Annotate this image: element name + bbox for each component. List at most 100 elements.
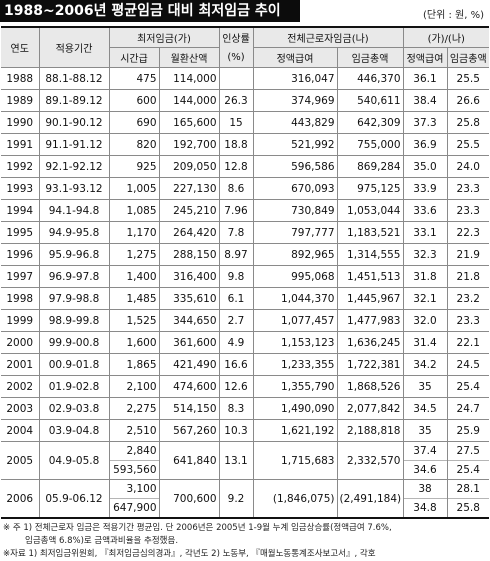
header-regular-pay: 정액급여 bbox=[252, 47, 337, 68]
cell-total-pay: 446,370 bbox=[336, 67, 403, 90]
cell-monthly: 514,150 bbox=[158, 397, 219, 420]
cell-ratio-total: 25.9 bbox=[446, 419, 489, 442]
cell-hourly-b: 647,900 bbox=[113, 502, 157, 514]
cell-year: 1988 bbox=[1, 67, 39, 90]
cell-ratio-regular: 32.3 bbox=[402, 243, 447, 266]
cell-hourly-a: 3,100 bbox=[110, 480, 159, 499]
cell-year: 2004 bbox=[1, 419, 39, 442]
cell-period: 88.1-88.12 bbox=[38, 67, 109, 90]
table-row: 1995 94.9-95.8 1,170 264,420 7.8 797,777 1,183… bbox=[1, 221, 489, 244]
cell-monthly: 192,700 bbox=[158, 133, 219, 156]
cell-ratio-regular: 34.5 bbox=[402, 397, 447, 420]
cell-raise: 15 bbox=[218, 111, 253, 134]
cell-monthly: 288,150 bbox=[158, 243, 219, 266]
cell-raise: 4.9 bbox=[218, 331, 253, 354]
cell-monthly: 264,420 bbox=[158, 221, 219, 244]
cell-raise: 26.3 bbox=[218, 89, 253, 112]
cell-period: 93.1-93.12 bbox=[38, 177, 109, 200]
cell-ratio-regular-b: 34.6 bbox=[413, 464, 437, 476]
cell-monthly: 474,600 bbox=[158, 375, 219, 398]
cell-ratio-total: 26.6 bbox=[446, 89, 489, 112]
cell-raise: 18.8 bbox=[218, 133, 253, 156]
cell-hourly: 1,400 bbox=[108, 265, 159, 288]
table-row: 1990 90.1-90.12 690 165,600 15 443,829 642,309… bbox=[1, 111, 489, 134]
cell-raise: 6.1 bbox=[218, 287, 253, 310]
cell-hourly: 1,525 bbox=[108, 309, 159, 332]
cell-year: 1996 bbox=[1, 243, 39, 266]
cell-total-pay: 869,284 bbox=[336, 155, 403, 178]
cell-ratio-regular: 38.4 bbox=[402, 89, 447, 112]
wage-table: 연도 적용기간 최저임금(가) 인상률 전체근로자임금(나) (가)/(나) 시… bbox=[1, 26, 489, 519]
header-ratio-total: 임금총액 bbox=[446, 47, 489, 68]
cell-total-pay: 755,000 bbox=[336, 133, 403, 156]
cell-ratio-total: 22.3 bbox=[446, 221, 489, 244]
header-monthly: 월환산액 bbox=[158, 47, 219, 68]
cell-ratio-total: 23.2 bbox=[446, 287, 489, 310]
cell-hourly-b: 593,560 bbox=[113, 464, 157, 476]
cell-hourly: 1,485 bbox=[108, 287, 159, 310]
header-min-wage: 최저임금(가) bbox=[108, 26, 219, 48]
cell-hourly: 690 bbox=[108, 111, 159, 134]
cell-regular-pay: 1,233,355 bbox=[252, 353, 337, 376]
cell-raise: 16.6 bbox=[218, 353, 253, 376]
cell-raise: 9.2 bbox=[218, 479, 253, 519]
table-row: 2004 03.9-04.8 2,510 567,260 10.3 1,621,192 2,… bbox=[1, 419, 489, 442]
cell-period: 02.9-03.8 bbox=[38, 397, 109, 420]
cell-regular-pay: 1,355,790 bbox=[252, 375, 337, 398]
cell-raise: 13.1 bbox=[218, 441, 253, 480]
cell-ratio-total: 27.5 25.4 bbox=[446, 441, 489, 480]
table-row: 2001 00.9-01.8 1,865 421,490 16.6 1,233,355 1,… bbox=[1, 353, 489, 376]
cell-regular-pay: 797,777 bbox=[252, 221, 337, 244]
cell-ratio-total: 23.3 bbox=[446, 309, 489, 332]
cell-ratio-total: 21.8 bbox=[446, 265, 489, 288]
cell-hourly: 1,600 bbox=[108, 331, 159, 354]
cell-total-pay: 2,077,842 bbox=[336, 397, 403, 420]
cell-year: 1990 bbox=[1, 111, 39, 134]
cell-hourly: 475 bbox=[108, 67, 159, 90]
cell-period: 97.9-98.8 bbox=[38, 287, 109, 310]
table-row: 1994 94.1-94.8 1,085 245,210 7.96 730,849 1,05… bbox=[1, 199, 489, 222]
cell-period: 95.9-96.8 bbox=[38, 243, 109, 266]
header-all-workers: 전체근로자임금(나) bbox=[252, 26, 403, 48]
cell-hourly: 925 bbox=[108, 155, 159, 178]
cell-raise: 12.6 bbox=[218, 375, 253, 398]
cell-ratio-total: 21.9 bbox=[446, 243, 489, 266]
cell-ratio-total-a: 27.5 bbox=[448, 443, 489, 461]
cell-ratio-total: 25.4 bbox=[446, 375, 489, 398]
cell-total-pay: 1,722,381 bbox=[336, 353, 403, 376]
table-row: 1996 95.9-96.8 1,275 288,150 8.97 892,965 1,31… bbox=[1, 243, 489, 266]
table-row: 1989 89.1-89.12 600 144,000 26.3 374,969 540,6… bbox=[1, 89, 489, 112]
cell-monthly: 227,130 bbox=[158, 177, 219, 200]
cell-hourly: 3,100 647,900 bbox=[108, 479, 159, 519]
cell-period: 99.9-00.8 bbox=[38, 331, 109, 354]
table-row: 1998 97.9-98.8 1,485 335,610 6.1 1,044,370 1,4… bbox=[1, 287, 489, 310]
table-row: 1988 88.1-88.12 475 114,000 316,047 446,370 36… bbox=[1, 67, 489, 90]
cell-ratio-regular: 34.2 bbox=[402, 353, 447, 376]
header-period: 적용기간 bbox=[38, 26, 109, 68]
cell-ratio-total-b: 25.8 bbox=[456, 502, 480, 514]
cell-period: 92.1-92.12 bbox=[38, 155, 109, 178]
cell-year: 2002 bbox=[1, 375, 39, 398]
cell-ratio-total: 24.5 bbox=[446, 353, 489, 376]
cell-regular-pay: 443,829 bbox=[252, 111, 337, 134]
header-raise-unit: (%) bbox=[218, 47, 253, 68]
cell-ratio-regular: 38 34.8 bbox=[402, 479, 447, 519]
cell-ratio-total: 25.5 bbox=[446, 67, 489, 90]
table-row: 1991 91.1-91.12 820 192,700 18.8 521,992 755,0… bbox=[1, 133, 489, 156]
cell-raise: 8.3 bbox=[218, 397, 253, 420]
table-row: 1993 93.1-93.12 1,005 227,130 8.6 670,093 975,… bbox=[1, 177, 489, 200]
cell-period: 05.9-06.12 bbox=[38, 479, 109, 519]
cell-period: 01.9-02.8 bbox=[38, 375, 109, 398]
header-year: 연도 bbox=[1, 26, 39, 68]
cell-year: 1993 bbox=[1, 177, 39, 200]
cell-period: 91.1-91.12 bbox=[38, 133, 109, 156]
cell-hourly: 2,100 bbox=[108, 375, 159, 398]
table-row: 2005 04.9-05.8 2,840 593,560 641,840 13.1 1,71… bbox=[1, 441, 489, 480]
cell-monthly: 114,000 bbox=[158, 67, 219, 90]
cell-period: 04.9-05.8 bbox=[38, 441, 109, 480]
cell-regular-pay: 1,715,683 bbox=[252, 441, 337, 480]
cell-period: 03.9-04.8 bbox=[38, 419, 109, 442]
cell-ratio-regular: 33.6 bbox=[402, 199, 447, 222]
cell-period: 90.1-90.12 bbox=[38, 111, 109, 134]
cell-monthly: 700,600 bbox=[158, 479, 219, 519]
